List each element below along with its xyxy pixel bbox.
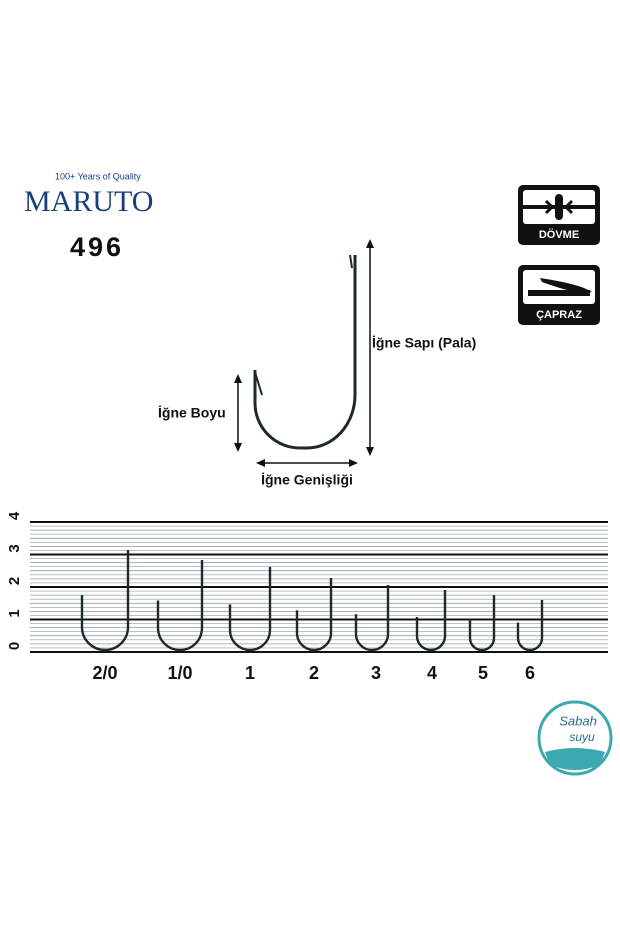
size-hook xyxy=(354,585,390,652)
size-label: 4 xyxy=(427,663,437,683)
badge-label: DÖVME xyxy=(539,228,579,241)
width-label: İğne Genişliği xyxy=(261,472,353,488)
size-label: 2 xyxy=(309,663,319,683)
ruler-tick-label: 3 xyxy=(6,544,23,552)
main-hook xyxy=(253,254,357,450)
size-hook xyxy=(80,550,130,652)
size-hook xyxy=(516,600,544,652)
size-label: 2/0 xyxy=(92,663,117,683)
size-hook xyxy=(156,560,204,652)
size-label: 6 xyxy=(525,663,535,683)
tagline: 100+ Years of Quality xyxy=(55,171,141,181)
size-label: 5 xyxy=(478,663,488,683)
logo: Sabah suyu xyxy=(537,700,613,776)
logo-text: suyu xyxy=(569,730,595,744)
size-hook xyxy=(415,590,447,652)
ruler-tick-label: 0 xyxy=(6,642,23,650)
badge-capraz: ÇAPRAZ xyxy=(518,265,600,325)
ruler-tick-label: 4 xyxy=(6,511,23,520)
ruler-tick-label: 1 xyxy=(6,609,23,617)
size-hook xyxy=(468,595,496,652)
size-label: 1/0 xyxy=(167,663,192,683)
model: 496 xyxy=(70,232,124,262)
shank-label: İğne Sapı (Pala) xyxy=(372,335,476,351)
dimension-arrows xyxy=(234,239,374,467)
brand-name: MARUTO xyxy=(24,185,153,218)
length-label: İğne Boyu xyxy=(158,405,226,421)
ruler-tick-label: 2 xyxy=(6,577,23,585)
size-hook xyxy=(228,567,272,652)
size-hook xyxy=(295,578,333,652)
size-label: 3 xyxy=(371,663,381,683)
badge-dovme: DÖVME xyxy=(518,185,600,245)
logo-text: Sabah xyxy=(559,713,597,728)
size-ruler: 0 1 2 3 4 2/0 1/0 1 2 3 4 5 6 xyxy=(6,511,608,683)
size-label: 1 xyxy=(245,663,255,683)
badge-label: ÇAPRAZ xyxy=(536,309,582,321)
